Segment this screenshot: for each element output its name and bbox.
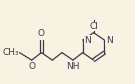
Text: N: N	[84, 36, 91, 45]
Text: Cl: Cl	[89, 22, 98, 31]
Text: O: O	[28, 62, 35, 71]
Text: CH₃: CH₃	[2, 48, 19, 57]
Text: O: O	[38, 29, 45, 38]
Text: NH: NH	[66, 62, 80, 71]
Text: N: N	[106, 36, 112, 45]
